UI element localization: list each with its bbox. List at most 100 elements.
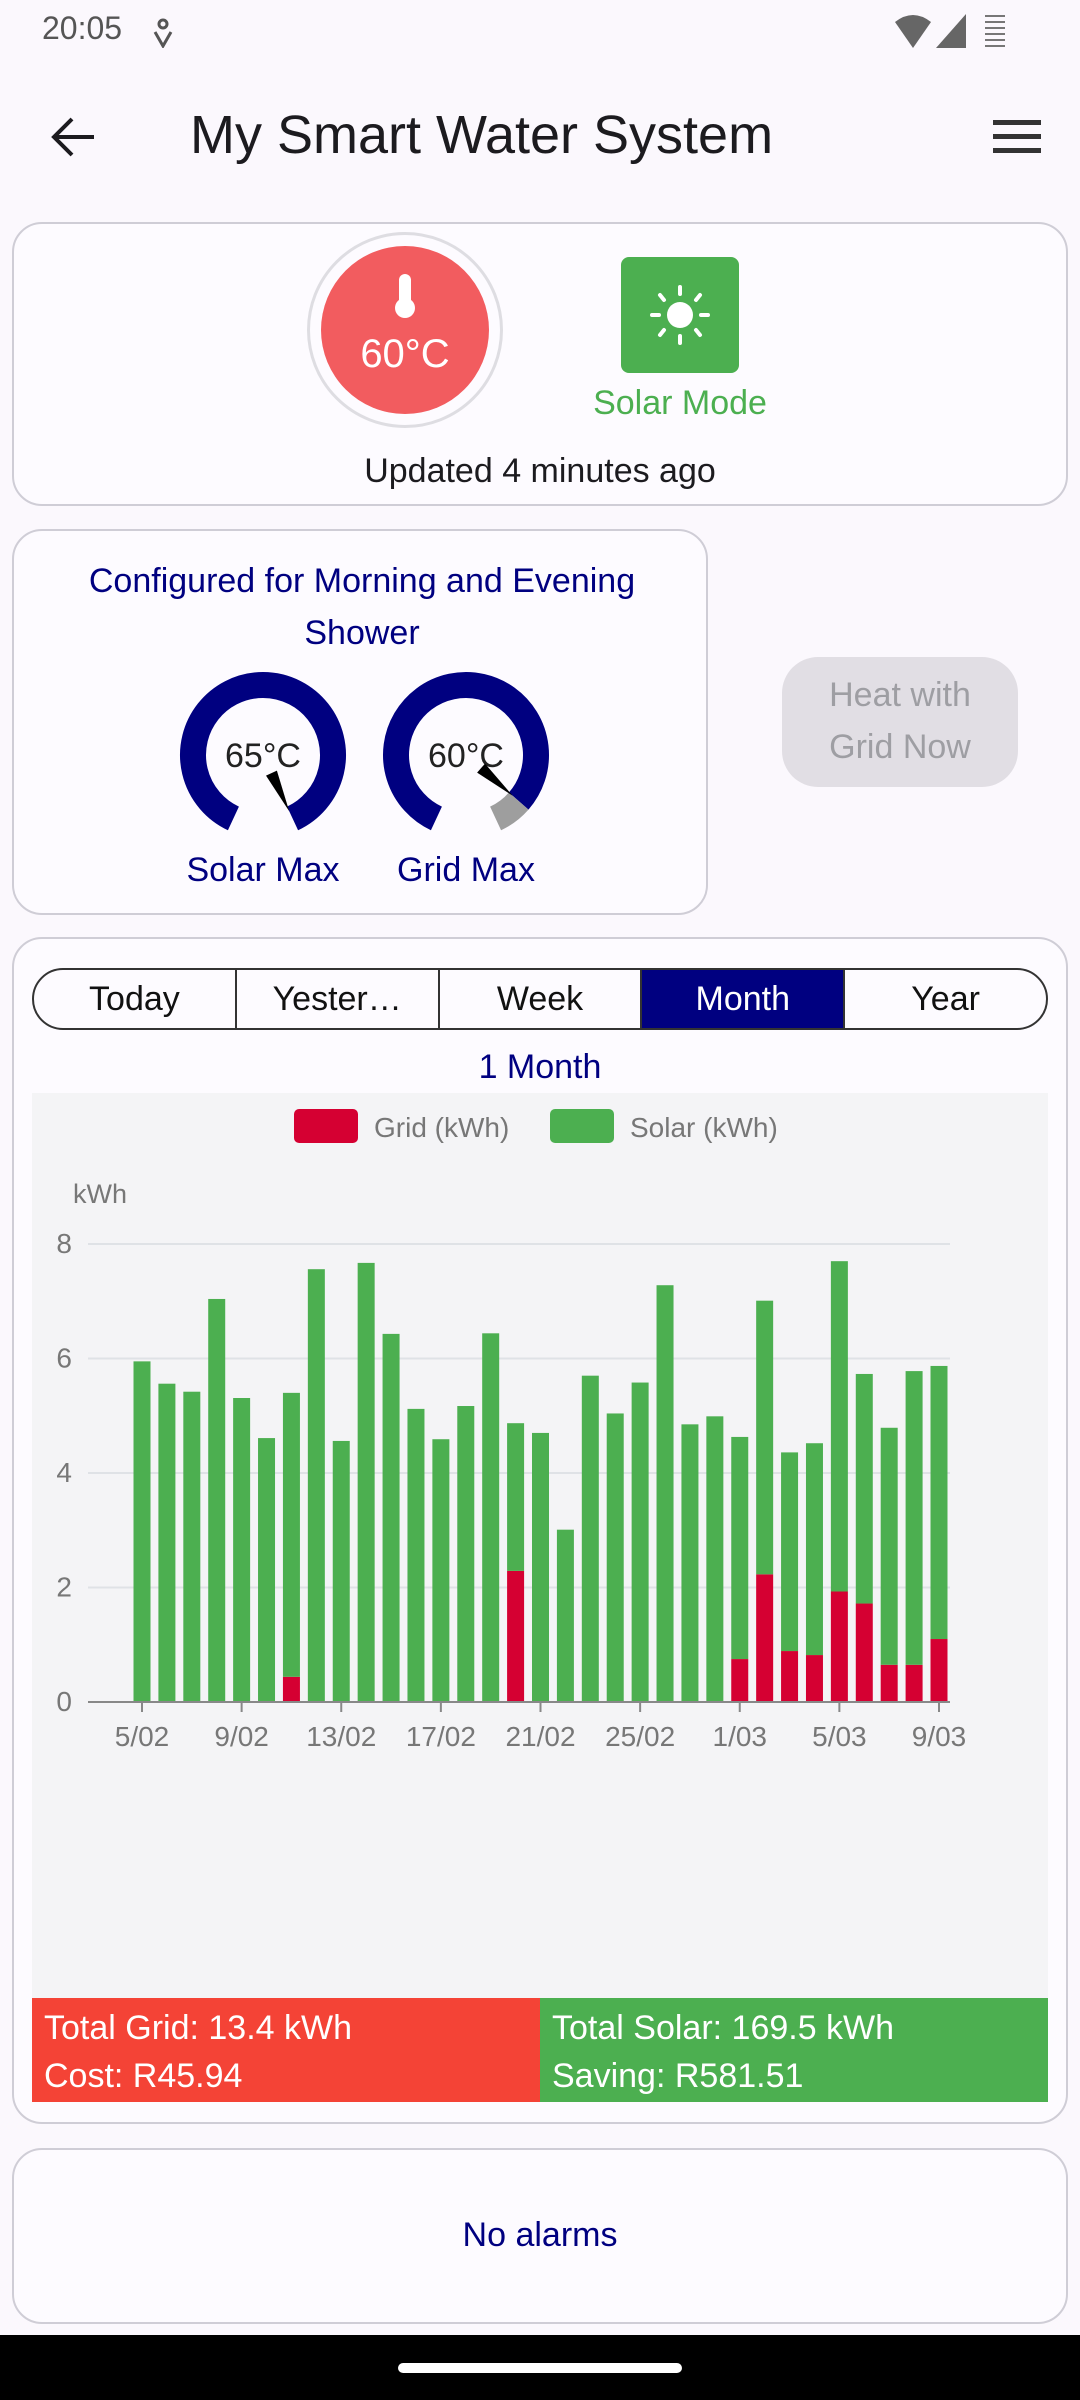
signal-icon	[936, 14, 966, 48]
solar-total-panel: Total Solar: 169.5 kWh Saving: R581.51	[540, 1998, 1048, 2102]
x-tick-label: 21/02	[505, 1721, 575, 1752]
x-tick-label: 1/03	[713, 1721, 768, 1752]
bar-solar	[606, 1413, 624, 1702]
tab-month[interactable]: Month	[642, 970, 846, 1028]
heat-with-grid-button[interactable]: Heat with Grid Now	[782, 657, 1018, 787]
alarms-card: No alarms	[12, 2148, 1068, 2324]
arrow-left-icon[interactable]	[50, 115, 98, 159]
bar-solar	[133, 1361, 151, 1702]
x-tick-label: 5/02	[115, 1721, 170, 1752]
tab-week[interactable]: Week	[440, 970, 643, 1028]
bar-solar	[830, 1261, 848, 1592]
x-tick-label: 9/02	[214, 1721, 269, 1752]
bar-solar	[507, 1423, 525, 1571]
legend-swatch	[550, 1109, 614, 1143]
bar-solar	[532, 1432, 549, 1702]
bar-grid	[930, 1639, 948, 1702]
legend-label: Grid (kWh)	[374, 1112, 509, 1143]
temperature-value: 60°C	[360, 332, 450, 376]
bar-grid	[731, 1659, 749, 1702]
bar-solar	[183, 1391, 201, 1702]
y-axis-label: kWh	[73, 1179, 127, 1209]
status-card: 60°C Solar Mode Updated 4 minutes ago	[12, 222, 1068, 506]
bar-solar	[208, 1298, 226, 1702]
bar-solar	[282, 1392, 300, 1677]
tab-today[interactable]: Today	[34, 970, 237, 1028]
bar-grid	[507, 1570, 525, 1702]
bar-solar	[656, 1285, 674, 1702]
bar-solar	[905, 1371, 923, 1665]
bar-grid	[830, 1591, 848, 1702]
bar-solar	[407, 1408, 425, 1702]
bar-solar	[930, 1365, 948, 1640]
bar-solar	[233, 1398, 251, 1702]
bar-solar	[756, 1300, 774, 1575]
gauge-arc	[180, 672, 346, 831]
period-label: 1 Month	[478, 1048, 602, 1086]
grid-max-gauge[interactable]: 60°C	[376, 665, 556, 845]
x-tick-label: 9/03	[912, 1721, 967, 1752]
battery-icon	[985, 15, 1005, 47]
bar-solar	[781, 1452, 799, 1652]
page-title: My Smart Water System	[190, 105, 774, 165]
total-grid: Total Grid: 13.4 kWh	[44, 2009, 353, 2047]
y-tick-label: 0	[56, 1686, 72, 1717]
bar-solar	[258, 1438, 276, 1702]
bar-solar	[855, 1373, 873, 1604]
gauge-label: Grid Max	[397, 851, 535, 889]
gauge-label: Solar Max	[186, 851, 340, 889]
hamburger-menu-icon[interactable]	[993, 120, 1041, 154]
home-handle[interactable]	[398, 2363, 682, 2373]
bar-solar	[457, 1406, 475, 1702]
bar-solar	[432, 1439, 450, 1702]
bar-solar	[706, 1416, 724, 1702]
y-tick-label: 6	[56, 1343, 72, 1374]
wifi-icon	[895, 15, 931, 48]
x-tick-label: 5/03	[812, 1721, 867, 1752]
bar-solar	[581, 1375, 599, 1702]
accessibility-icon	[153, 18, 173, 48]
bar-solar	[382, 1333, 400, 1702]
bar-solar	[307, 1269, 325, 1702]
bar-solar	[357, 1262, 375, 1702]
bar-grid	[855, 1603, 873, 1702]
period-tabs: Today Yester… Week Month Year	[32, 968, 1048, 1030]
tab-yesterday[interactable]: Yester…	[237, 970, 440, 1028]
thermometer-icon	[395, 274, 415, 318]
gauge-needle	[477, 763, 513, 796]
x-tick-label: 25/02	[605, 1721, 675, 1752]
bar-grid	[805, 1655, 823, 1702]
gauge-arc	[489, 792, 529, 831]
y-tick-label: 4	[56, 1457, 72, 1488]
grid-total-panel: Total Grid: 13.4 kWh Cost: R45.94	[32, 1998, 540, 2102]
bar-solar	[681, 1424, 699, 1702]
bar-solar	[880, 1427, 898, 1665]
solar-mode-button[interactable]	[621, 257, 739, 373]
bar-solar	[482, 1333, 500, 1702]
config-card: Configured for Morning and Evening Showe…	[12, 529, 708, 915]
x-tick-label: 17/02	[406, 1721, 476, 1752]
bar-solar	[631, 1382, 649, 1702]
gauge-value: 65°C	[225, 737, 301, 775]
config-title: Configured for Morning and Evening Showe…	[88, 562, 636, 652]
navigation-bar	[0, 2335, 1080, 2400]
gauge-value: 60°C	[428, 737, 504, 775]
y-tick-label: 2	[56, 1572, 72, 1603]
temperature-indicator: 60°C	[307, 232, 503, 428]
status-time: 20:05	[42, 10, 123, 46]
bar-grid	[282, 1676, 300, 1702]
bar-grid	[756, 1574, 774, 1702]
x-tick-label: 13/02	[306, 1721, 376, 1752]
bar-solar	[332, 1440, 350, 1702]
tab-year[interactable]: Year	[911, 979, 980, 1018]
solar-saving: Saving: R581.51	[552, 2057, 804, 2095]
bar-grid	[905, 1664, 923, 1702]
gauge-arc	[383, 672, 549, 831]
y-tick-label: 8	[56, 1228, 72, 1259]
solar-max-gauge[interactable]: 65°C	[173, 665, 353, 845]
gauge-needle	[266, 770, 290, 812]
bar-solar	[158, 1383, 176, 1702]
legend-label: Solar (kWh)	[630, 1112, 778, 1143]
total-solar: Total Solar: 169.5 kWh	[552, 2009, 895, 2047]
